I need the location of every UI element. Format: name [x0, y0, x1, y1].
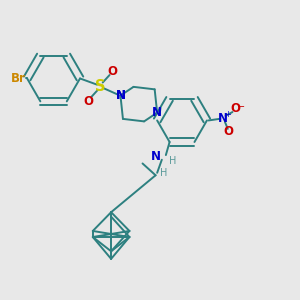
Text: N: N	[151, 150, 161, 163]
Text: O: O	[107, 65, 117, 78]
Text: N: N	[152, 106, 162, 119]
Text: N: N	[116, 89, 125, 102]
Text: H: H	[169, 156, 176, 166]
Text: H: H	[160, 168, 167, 178]
Text: O: O	[230, 102, 241, 116]
Text: O: O	[83, 95, 93, 108]
Text: N: N	[218, 112, 227, 125]
Text: O: O	[224, 125, 234, 139]
Text: −: −	[237, 102, 245, 112]
Text: S: S	[95, 79, 106, 94]
Text: N: N	[116, 89, 125, 102]
Text: +: +	[225, 110, 232, 119]
Text: Br: Br	[11, 72, 26, 85]
